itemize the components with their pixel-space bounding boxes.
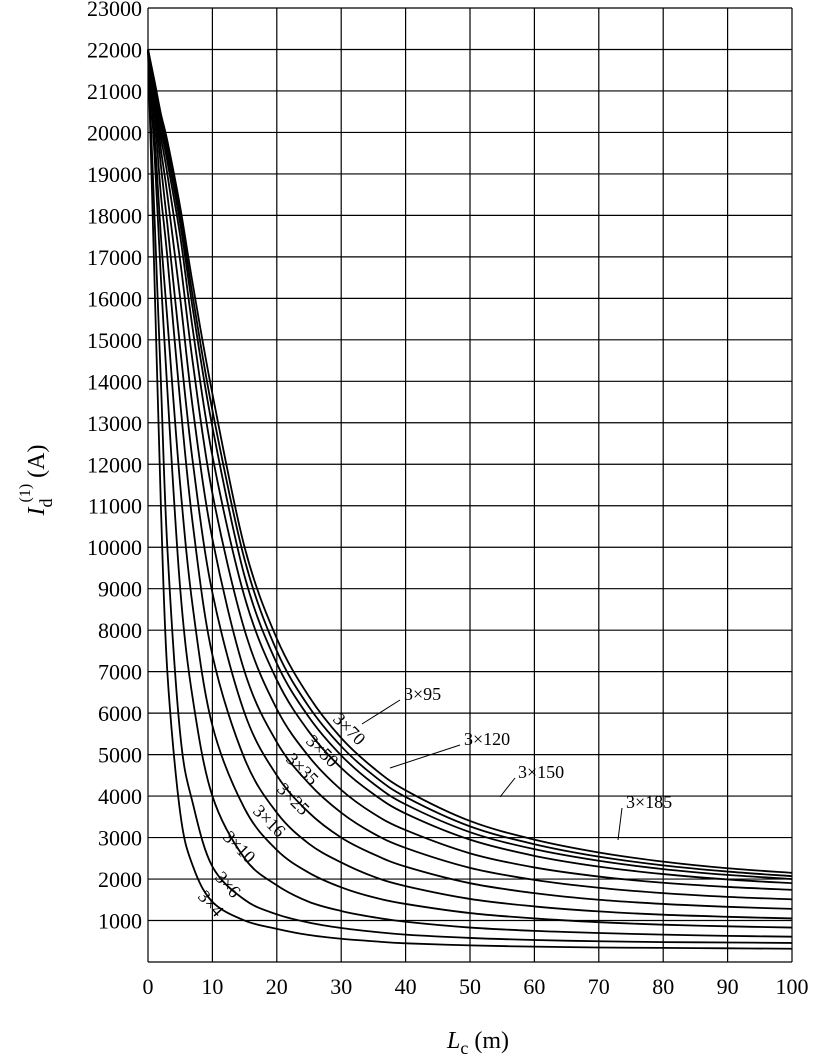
y-tick-label: 11000 (88, 494, 142, 519)
series-line-2 (147, 49, 793, 944)
y-tick-label: 21000 (87, 79, 142, 104)
label-leader-line (361, 699, 401, 725)
y-tick-label: 1000 (98, 909, 142, 934)
y-tick-label: 6000 (98, 701, 142, 726)
y-tick-label: 9000 (98, 577, 142, 602)
y-tick-label: 10000 (87, 535, 142, 560)
label-leader-line (499, 777, 516, 798)
series-line-6 (147, 49, 793, 910)
label-leader-line (617, 807, 623, 841)
series-line-1 (147, 49, 793, 950)
y-tick-label: 22000 (87, 37, 142, 62)
y-tick-label: 17000 (87, 245, 142, 270)
x-tick-label: 40 (395, 974, 417, 999)
x-tick-label: 20 (266, 974, 288, 999)
series-line-10 (147, 49, 793, 880)
series-line-9 (147, 49, 793, 885)
y-tick-label: 16000 (87, 286, 142, 311)
x-tick-label: 80 (652, 974, 674, 999)
y-tick-label: 19000 (87, 162, 142, 187)
x-tick-label: 100 (776, 974, 809, 999)
y-tick-label: 13000 (87, 411, 142, 436)
y-axis-label: Id(1) (A) (17, 445, 56, 517)
series-line-5 (147, 49, 793, 920)
x-tick-label: 60 (523, 974, 545, 999)
series-line-3 (147, 49, 793, 938)
series-line-4 (147, 49, 793, 929)
series-line-8 (147, 49, 793, 891)
x-tick-label: 10 (201, 974, 223, 999)
tick-labels: 0 10 20 30 40 50 60 70 80 90 100 1000 2000 3000 4000 50… (87, 0, 809, 999)
series-line-7 (147, 49, 793, 901)
series-curves (147, 49, 793, 950)
y-tick-label: 14000 (87, 369, 142, 394)
series-label-11: 3×150 (518, 762, 564, 782)
series-line-12 (147, 49, 793, 874)
series-label-10: 3×120 (464, 729, 510, 749)
y-tick-label: 12000 (87, 452, 142, 477)
x-tick-label: 30 (330, 974, 352, 999)
x-tick-label: 50 (459, 974, 481, 999)
y-tick-label: 2000 (98, 867, 142, 892)
y-tick-label: 15000 (87, 328, 142, 353)
x-tick-label: 0 (143, 974, 154, 999)
series-line-11 (147, 49, 793, 878)
series-label-3: 3×10 (219, 827, 259, 867)
y-tick-label: 3000 (98, 826, 142, 851)
series-label-12: 3×185 (626, 792, 672, 812)
label-leader-line (389, 744, 461, 769)
x-axis-label: Lc (m) (446, 1028, 509, 1054)
y-tick-label: 18000 (87, 203, 142, 228)
y-tick-label: 8000 (98, 618, 142, 643)
grid (147, 7, 793, 963)
y-tick-label: 23000 (87, 0, 142, 21)
y-tick-label: 20000 (87, 120, 142, 145)
y-tick-label: 4000 (98, 784, 142, 809)
series-label-8: 3×70 (329, 709, 369, 749)
y-tick-label: 5000 (98, 743, 142, 768)
series-label-9: 3×95 (404, 684, 441, 704)
series-label-4: 3×16 (249, 801, 289, 841)
y-tick-label: 7000 (98, 660, 142, 685)
x-tick-label: 70 (588, 974, 610, 999)
series-labels: 3×43×63×103×163×253×353×503×703×953×1203… (194, 684, 672, 921)
x-tick-label: 90 (717, 974, 739, 999)
